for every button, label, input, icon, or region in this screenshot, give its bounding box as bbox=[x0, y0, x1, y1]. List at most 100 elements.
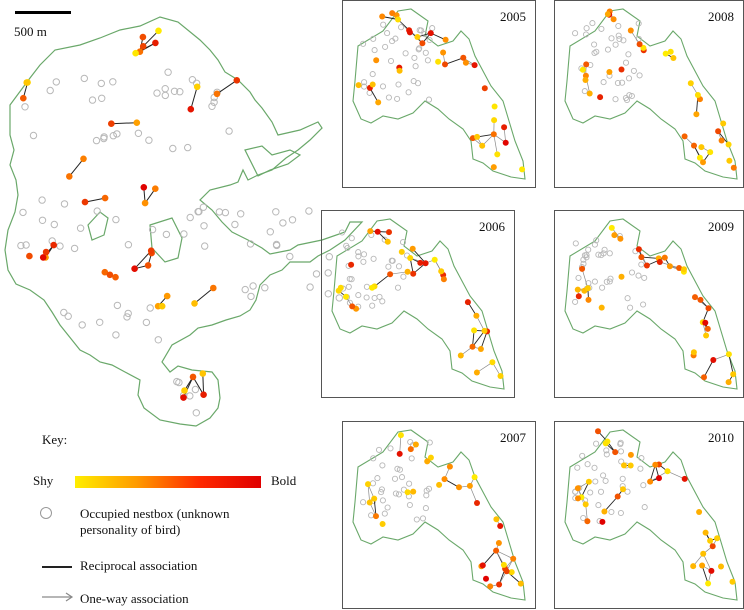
panel-2006-map bbox=[331, 218, 505, 390]
year-label: 2009 bbox=[708, 219, 734, 234]
nestbox-marker bbox=[575, 274, 582, 281]
nestbox-marker bbox=[407, 438, 414, 446]
nestbox-marker bbox=[424, 57, 431, 64]
nestbox-marker bbox=[406, 480, 413, 487]
main-birds bbox=[20, 27, 241, 401]
oneway-label: One-way association bbox=[80, 591, 189, 606]
nestbox-marker bbox=[112, 215, 120, 224]
bird-marker bbox=[155, 27, 162, 35]
bird-marker bbox=[595, 428, 601, 435]
bird-marker bbox=[730, 371, 737, 378]
panel-birds bbox=[355, 10, 526, 173]
bird-marker bbox=[355, 82, 362, 89]
shy-label: Shy bbox=[33, 473, 54, 488]
nestbox-marker bbox=[376, 293, 383, 300]
nestbox-marker bbox=[601, 246, 608, 253]
reciprocal-line bbox=[472, 330, 485, 348]
nestbox-marker bbox=[426, 36, 433, 44]
nestbox-marker bbox=[64, 312, 72, 320]
bird-marker bbox=[396, 67, 403, 74]
reciprocal-line bbox=[412, 248, 426, 264]
nestbox-marker bbox=[398, 24, 405, 31]
nestbox-marker bbox=[38, 216, 47, 225]
nestbox-marker bbox=[422, 505, 429, 512]
bird-marker bbox=[670, 55, 677, 61]
bird-marker bbox=[440, 276, 447, 283]
bird-marker bbox=[427, 454, 434, 461]
nestbox-marker bbox=[387, 445, 394, 452]
panel-nestboxes bbox=[360, 21, 436, 103]
bird-marker bbox=[407, 446, 414, 453]
bird-marker bbox=[715, 128, 722, 135]
nestbox-marker bbox=[369, 71, 376, 78]
nestbox-marker bbox=[92, 136, 101, 145]
nestbox-marker bbox=[201, 242, 209, 250]
bird-marker bbox=[725, 351, 732, 358]
reciprocal-line-symbol bbox=[42, 566, 72, 568]
association-line bbox=[142, 30, 159, 47]
nestbox-marker bbox=[628, 269, 636, 276]
bird-marker bbox=[627, 462, 634, 469]
nestbox-marker bbox=[241, 285, 249, 294]
nestbox-marker bbox=[113, 130, 121, 138]
bird-marker bbox=[726, 157, 733, 164]
woodland-outline bbox=[564, 8, 738, 180]
nestbox-marker bbox=[615, 22, 622, 30]
nestbox-marker bbox=[641, 504, 648, 511]
nestbox-marker bbox=[619, 475, 626, 482]
bird-marker bbox=[718, 563, 724, 570]
nestbox-marker bbox=[378, 486, 385, 493]
nestbox-marker bbox=[572, 298, 579, 305]
bird-marker bbox=[348, 261, 355, 268]
nestbox-marker bbox=[88, 96, 97, 104]
nestbox-marker bbox=[572, 240, 579, 247]
bird-marker bbox=[597, 94, 604, 101]
bird-marker bbox=[189, 373, 197, 381]
panel-2010: 2010 bbox=[554, 421, 744, 609]
year-label: 2006 bbox=[479, 219, 505, 234]
bird-marker bbox=[101, 194, 109, 202]
nestbox-marker bbox=[391, 475, 399, 482]
nestbox-marker bbox=[60, 308, 68, 317]
reciprocal-line bbox=[480, 331, 488, 350]
nestbox-marker bbox=[607, 275, 614, 282]
bird-marker bbox=[694, 92, 701, 98]
bird-marker bbox=[479, 562, 486, 569]
nestbox-marker bbox=[221, 208, 230, 217]
nestbox-marker bbox=[100, 134, 108, 143]
bird-marker bbox=[20, 94, 27, 102]
nestbox-marker bbox=[389, 257, 396, 264]
reciprocal-line bbox=[482, 550, 497, 566]
association-line bbox=[183, 376, 194, 398]
nestbox-marker bbox=[602, 477, 609, 484]
nestbox-marker bbox=[360, 40, 367, 47]
association-line bbox=[216, 79, 238, 95]
nestbox-marker bbox=[603, 451, 610, 458]
bird-marker bbox=[373, 513, 379, 520]
nestbox-marker bbox=[355, 253, 362, 260]
nestbox-marker bbox=[589, 20, 596, 27]
bird-marker bbox=[582, 501, 589, 508]
woodland-outline bbox=[564, 218, 738, 390]
nestbox-marker bbox=[384, 504, 391, 511]
nestbox-marker bbox=[617, 448, 625, 455]
nestbox-marker bbox=[98, 94, 106, 103]
bird-marker bbox=[442, 36, 449, 43]
bird-marker bbox=[575, 495, 581, 502]
bird-marker bbox=[42, 248, 50, 256]
nestbox-marker bbox=[591, 41, 598, 48]
bird-marker bbox=[730, 164, 737, 171]
bird-marker bbox=[374, 228, 381, 235]
bird-marker bbox=[585, 478, 592, 485]
nestbox-marker bbox=[162, 230, 171, 239]
bird-marker bbox=[373, 57, 380, 64]
nestbox-marker bbox=[384, 30, 391, 37]
nestbox-marker bbox=[408, 455, 415, 462]
nestbox-marker bbox=[97, 79, 106, 88]
nestbox-marker bbox=[606, 250, 613, 257]
bird-marker bbox=[608, 224, 615, 231]
nestbox-marker bbox=[620, 37, 627, 44]
bird-marker bbox=[574, 286, 581, 293]
bird-marker bbox=[707, 537, 714, 544]
